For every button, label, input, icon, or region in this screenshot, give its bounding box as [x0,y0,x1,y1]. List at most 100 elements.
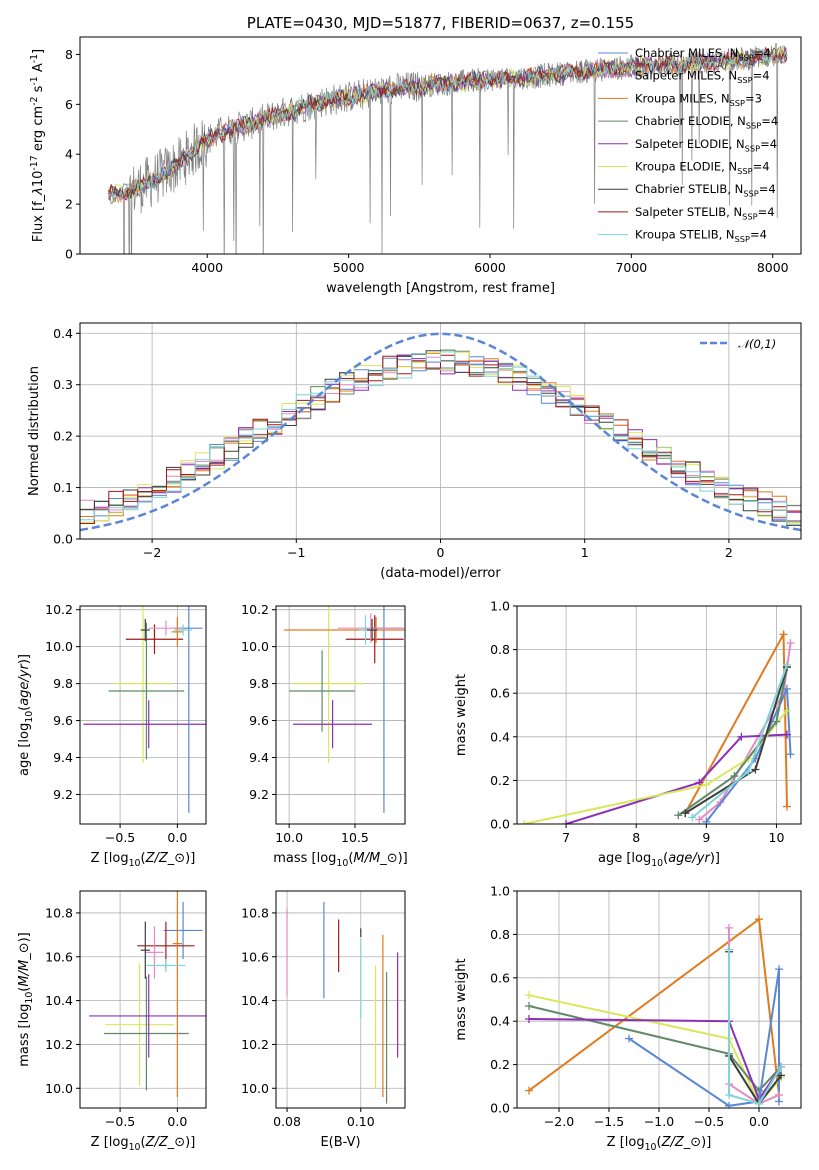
y-tick-label: 10.4 [241,993,269,1008]
weight-line-1 [528,994,782,1106]
data-point [520,820,529,824]
weight-line-5 [677,666,788,817]
data-point [681,809,690,818]
weight-line-6 [684,666,788,814]
data-point [777,1071,785,1080]
x-axis-label: Z [log10​(Z/Z_⊙)] [607,1135,712,1153]
age-weight-panel: 7 8 9 10 0.0 0.2 0.4 0.6 0.8 1.0 age [log10​(age/y… [454,599,802,869]
x-tick-label: 8 [632,830,640,845]
ebv-mass-frame [275,890,406,1109]
x-tick-label: 7000 [615,260,647,275]
y-axis-label: Flux [f_λ10-17​ erg cm-2​ s-1​ A-1​] [29,49,46,242]
x-tick-label: 10.5 [341,830,369,845]
mass-age-frame [275,605,406,825]
x-tick-label: 0.0 [749,1114,769,1129]
x-tick-label: 0.08 [273,1114,301,1129]
y-tick-label: 0.0 [490,817,510,832]
data-point [782,660,791,669]
y-tick-label: 10.8 [241,905,269,920]
y-tick-label: 1.0 [490,884,510,899]
data-point [782,730,791,739]
data-point [755,1099,763,1108]
spectrum-plot-area [107,42,788,254]
x-tick-label: −1.0 [644,1114,674,1129]
age-weight-plot-area [520,630,795,824]
data-point [744,767,753,776]
x-tick-label: 7 [562,830,570,845]
y-tick-label: 6 [65,97,73,112]
y-tick-label: 10.0 [241,1081,269,1096]
Z-mass-frame [79,890,207,1109]
x-tick-label: −2 [143,545,161,560]
y-tick-label: 9.2 [249,787,269,802]
y-axis-label: mass weight [454,958,469,1040]
y-tick-label: 0.4 [490,1014,510,1029]
x-tick-label: 0.0 [167,830,187,845]
x-tick-label: 0.0 [167,1114,187,1129]
y-tick-label: 10.2 [241,602,269,617]
legend-label: Salpeter ELODIE, NSSP​=4 [635,137,777,153]
y-tick-label: 0.0 [53,532,73,547]
legend-label: Salpeter STELIB, NSSP​=4 [635,205,775,221]
x-tick-label: 4000 [191,260,223,275]
weight-line-2 [705,688,792,823]
data-point [525,1086,533,1095]
residuals-plot-area [80,332,801,532]
data-point [772,717,781,726]
y-tick-label: 9.8 [249,676,269,691]
legend-label: Kroupa ELODIE, NSSP​=4 [635,160,770,176]
Z-mass-plot-area [89,891,206,1098]
y-tick-label: 10.6 [45,949,73,964]
weight-line-4 [628,968,780,1107]
data-point [751,765,760,774]
x-tick-label: 5000 [333,260,365,275]
data-point [782,802,791,811]
y-tick-label: 8 [65,47,73,62]
y-tick-label: 0.2 [490,773,510,788]
legend-label: Chabrier MILES, NSSP​=4 [635,46,771,62]
age-weight-frame [516,605,802,825]
data-point [737,732,746,741]
data-point [725,1101,733,1108]
Z-age-frame [79,605,207,825]
Z-weight-plot-area [525,915,785,1108]
y-axis-label: mass weight [454,674,469,756]
data-point [625,1034,633,1043]
y-tick-label: 0.6 [490,970,510,985]
data-point [674,811,683,820]
x-axis-label: wavelength [Angstrom, rest frame] [326,281,555,296]
x-tick-label: −1.5 [594,1114,624,1129]
chart-title: PLATE=0430, MJD=51877, FIBERID=0637, z=0… [247,14,634,32]
model-spectrum-8 [107,47,788,201]
y-tick-label: 9.6 [249,713,269,728]
y-tick-label: 0.1 [53,480,73,495]
x-tick-label: −0.5 [105,1114,135,1129]
data-point [779,630,788,639]
data-point [775,965,783,974]
data-point [702,817,711,824]
y-tick-label: 10.4 [45,993,73,1008]
y-tick-label: 0.4 [53,326,73,341]
x-tick-label: 8000 [757,260,789,275]
x-tick-label: −0.5 [694,1114,724,1129]
data-point [525,1002,533,1011]
data-point [702,780,711,789]
y-tick-label: 10.0 [45,639,73,654]
x-tick-label: −0.5 [105,830,135,845]
Z-age-plot-area [83,606,206,813]
x-tick-label: 6000 [474,260,506,275]
legend-label: Chabrier STELIB, NSSP​=4 [635,182,776,198]
x-tick-label: 1 [581,545,589,560]
x-tick-label: 0.10 [347,1114,375,1129]
weight-line-3 [565,733,788,824]
y-tick-label: 9.8 [53,676,73,691]
ebv-mass-panel: 0.08 0.10 10.0 10.2 10.4 10.6 10.8 E(B-V) [241,890,406,1150]
mass-age-panel: 10.0 10.5 9.2 9.4 9.6 9.8 10.0 10.2 mass [log10​… [241,602,408,869]
Z-age-panel: −0.5 0.0 9.2 9.4 9.6 9.8 10.0 10.2 Z [log10​(Z/Z… [17,602,207,869]
data-point [525,1015,533,1024]
histogram-8 [80,351,801,525]
y-tick-label: 0.8 [490,642,510,657]
Z-mass-panel: −0.5 0.0 10.0 10.2 10.4 10.6 10.8 Z [log10​(Z/Z… [17,890,207,1153]
y-tick-label: 10.2 [241,1037,269,1052]
